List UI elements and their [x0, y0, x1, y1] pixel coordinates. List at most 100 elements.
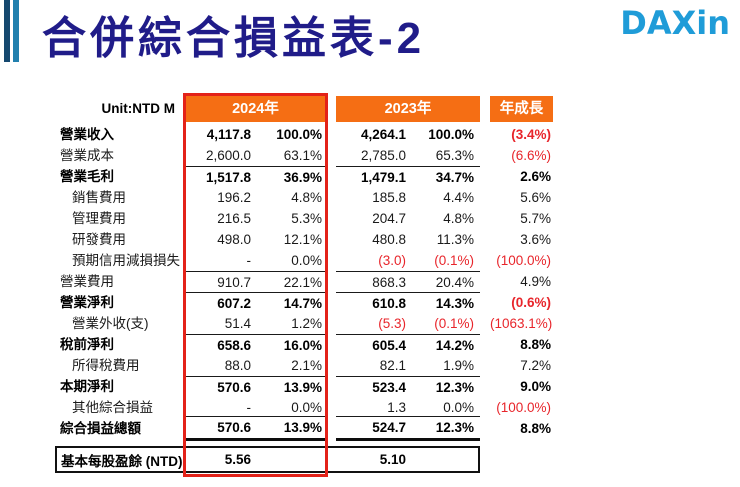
pct-2023: 1.9% [443, 358, 474, 373]
pct-2024: 13.9% [256, 416, 328, 441]
value-2024: 4,117.8 [206, 127, 251, 142]
pct-2024: 4.8% [291, 190, 322, 205]
table-row: 稅前淨利 658.6 16.0% 605.4 14.2% 8.8% [55, 333, 555, 356]
eps-value-2024: 5.56 [224, 452, 251, 467]
pct-2024: 0.0% [291, 400, 322, 415]
growth-value: 5.6% [520, 190, 551, 205]
pct-2024: 16.0% [256, 333, 328, 356]
row-label: 本期淨利 [60, 379, 114, 394]
pct-2023: 4.4% [443, 190, 474, 205]
row-label: 其他綜合損益 [72, 400, 153, 415]
value-2024: 570.6 [183, 375, 256, 398]
pct-2023: 0.0% [443, 400, 474, 415]
table-body: 營業收入 4,117.8 100.0% 4,264.1 100.0% (3.4%) 營業成本… [55, 124, 555, 441]
value-2023: 480.8 [372, 232, 406, 247]
growth-value: (0.6%) [511, 295, 551, 310]
table-row: 綜合損益總額 570.6 13.9% 524.7 12.3% 8.8% [55, 416, 555, 441]
column-header-growth: 年成長 [490, 96, 553, 122]
pct-2023: 11.3% [436, 232, 474, 247]
value-2023: (3.0) [378, 253, 406, 268]
value-2023: 185.8 [372, 190, 406, 205]
value-2024: 910.7 [183, 270, 256, 293]
value-2023: 1.3 [387, 400, 406, 415]
value-2024: 658.6 [183, 333, 256, 356]
value-2023: 2,785.0 [360, 148, 406, 163]
pct-2023: 14.2% [409, 333, 480, 356]
pct-2023: 20.4% [409, 270, 480, 293]
growth-value: 8.8% [520, 337, 551, 352]
row-label: 管理費用 [72, 211, 126, 226]
row-label: 營業外收(支) [72, 316, 149, 331]
pct-2024: 63.1% [283, 148, 322, 163]
pct-2023: 34.7% [409, 165, 480, 188]
table-row: 管理費用 216.5 5.3% 204.7 4.8% 5.7% [55, 208, 555, 229]
value-2023: 524.7 [336, 416, 409, 441]
row-label: 研發費用 [72, 232, 126, 247]
row-label: 營業淨利 [60, 295, 114, 310]
pct-2023: 12.3% [409, 416, 480, 441]
table-row: 預期信用減損損失 - 0.0% (3.0) (0.1%) (100.0%) [55, 250, 555, 271]
table-row: 營業費用 910.7 22.1% 868.3 20.4% 4.9% [55, 270, 555, 293]
pct-2024: 0.0% [291, 253, 322, 268]
unit-label: Unit:NTD M [101, 101, 175, 116]
value-2024: 2,600.0 [205, 148, 251, 163]
income-statement-table: Unit:NTD M 2024年 2023年 年成長 營業收入 4,117.8 10… [55, 93, 555, 477]
value-2023: 523.4 [336, 375, 409, 398]
growth-value: (100.0%) [496, 253, 551, 268]
row-label: 營業費用 [60, 274, 114, 289]
eps-box: 基本每股盈餘 (NTD) 5.56 5.10 [55, 446, 480, 473]
pct-2023: 65.3% [435, 148, 474, 163]
pct-2024: 100.0% [276, 127, 322, 142]
row-label: 營業成本 [60, 148, 114, 163]
value-2024: 51.4 [224, 316, 251, 331]
value-2023: 1,479.1 [336, 165, 409, 188]
value-2024: 216.5 [217, 211, 251, 226]
eps-value-2023: 5.10 [379, 452, 406, 467]
pct-2024: 14.7% [256, 291, 328, 314]
value-2023: 4,264.1 [360, 127, 406, 142]
accent-bar-right [13, 0, 19, 62]
table-row: 營業成本 2,600.0 63.1% 2,785.0 65.3% (6.6%) [55, 145, 555, 166]
value-2023: 605.4 [336, 333, 409, 356]
value-2023: 868.3 [336, 270, 409, 293]
growth-value: (100.0%) [496, 400, 551, 415]
pct-2024: 12.1% [283, 232, 322, 247]
table-row: 本期淨利 570.6 13.9% 523.4 12.3% 9.0% [55, 375, 555, 398]
row-label: 預期信用減損損失 [72, 253, 180, 268]
value-2024: 88.0 [224, 358, 251, 373]
growth-value: 9.0% [520, 379, 551, 394]
growth-value: 4.9% [520, 274, 551, 289]
value-2023: (5.3) [378, 316, 406, 331]
table-row: 營業淨利 607.2 14.7% 610.8 14.3% (0.6%) [55, 291, 555, 314]
pct-2023: 12.3% [409, 375, 480, 398]
pct-2023: 4.8% [443, 211, 474, 226]
table-row: 營業收入 4,117.8 100.0% 4,264.1 100.0% (3.4%) [55, 124, 555, 145]
value-2024: 570.6 [183, 416, 256, 441]
table-row: 營業外收(支) 51.4 1.2% (5.3) (0.1%) (1063.1%) [55, 313, 555, 334]
growth-value: 2.6% [520, 169, 551, 184]
pct-2023: 100.0% [428, 127, 474, 142]
pct-2024: 5.3% [291, 211, 322, 226]
value-2024: 498.0 [217, 232, 251, 247]
table-row: 所得稅費用 88.0 2.1% 82.1 1.9% 7.2% [55, 355, 555, 376]
pct-2024: 1.2% [291, 316, 322, 331]
value-2024: 607.2 [183, 291, 256, 314]
table-row: 銷售費用 196.2 4.8% 185.8 4.4% 5.6% [55, 187, 555, 208]
pct-2024: 22.1% [256, 270, 328, 293]
pct-2023: 14.3% [409, 291, 480, 314]
row-label: 銷售費用 [72, 190, 126, 205]
page-title: 合併綜合損益表-2 [42, 14, 426, 63]
table-row: 營業毛利 1,517.8 36.9% 1,479.1 34.7% 2.6% [55, 165, 555, 188]
growth-value: 7.2% [520, 358, 551, 373]
accent-bar-left [4, 0, 10, 62]
row-label: 所得稅費用 [72, 358, 140, 373]
row-label: 營業收入 [60, 127, 114, 142]
growth-value: 3.6% [520, 232, 551, 247]
value-2023: 610.8 [336, 291, 409, 314]
row-label: 稅前淨利 [60, 337, 114, 352]
table-row: 其他綜合損益 - 0.0% 1.3 0.0% (100.0%) [55, 397, 555, 418]
value-2024: - [246, 400, 252, 415]
pct-2023: (0.1%) [434, 316, 474, 331]
row-label: 綜合損益總額 [60, 421, 141, 436]
growth-value: 8.8% [520, 421, 551, 436]
